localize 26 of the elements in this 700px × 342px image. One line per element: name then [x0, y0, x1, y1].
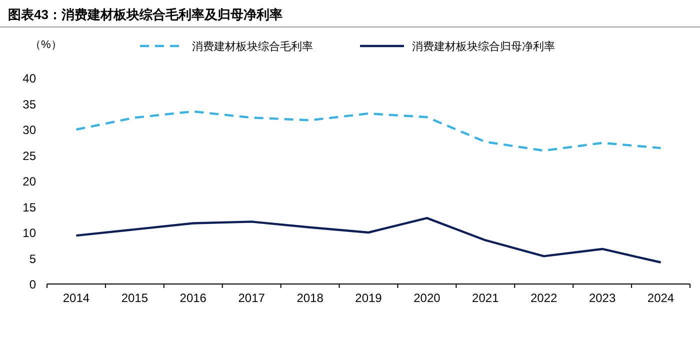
- x-tick-label: 2016: [180, 291, 207, 305]
- y-tick-label: 40: [22, 72, 36, 86]
- x-tick-label: 2018: [296, 291, 324, 305]
- y-tick-label: 0: [29, 278, 36, 292]
- x-tick-label: 2021: [472, 291, 500, 305]
- x-tick-label: 2022: [530, 291, 558, 305]
- x-tick-label: 2023: [588, 291, 616, 305]
- x-tick-label: 2024: [647, 291, 674, 305]
- x-tick-label: 2020: [414, 291, 441, 305]
- legend-label: 消费建材板块综合毛利率: [192, 40, 313, 53]
- x-tick-label: 2019: [355, 291, 382, 305]
- line-series: [75, 110, 662, 152]
- y-tick-label: 10: [22, 226, 36, 240]
- y-tick-label: 30: [22, 123, 36, 137]
- y-tick-label: 15: [22, 200, 36, 214]
- legend-label: 消费建材板块综合归母净利率: [412, 40, 555, 53]
- y-axis-title: （%）: [30, 39, 62, 51]
- line-series: [75, 216, 662, 264]
- x-tick-label: 2014: [62, 291, 90, 305]
- y-tick-label: 5: [29, 252, 36, 266]
- x-tick-label: 2017: [238, 291, 266, 305]
- y-tick-label: 25: [22, 148, 36, 163]
- chart-title: 图表43：消费建材板块综合毛利率及归母净利率: [8, 7, 282, 22]
- x-tick-label: 2015: [121, 291, 148, 305]
- y-tick-label: 35: [22, 97, 36, 112]
- y-tick-label: 20: [22, 174, 36, 188]
